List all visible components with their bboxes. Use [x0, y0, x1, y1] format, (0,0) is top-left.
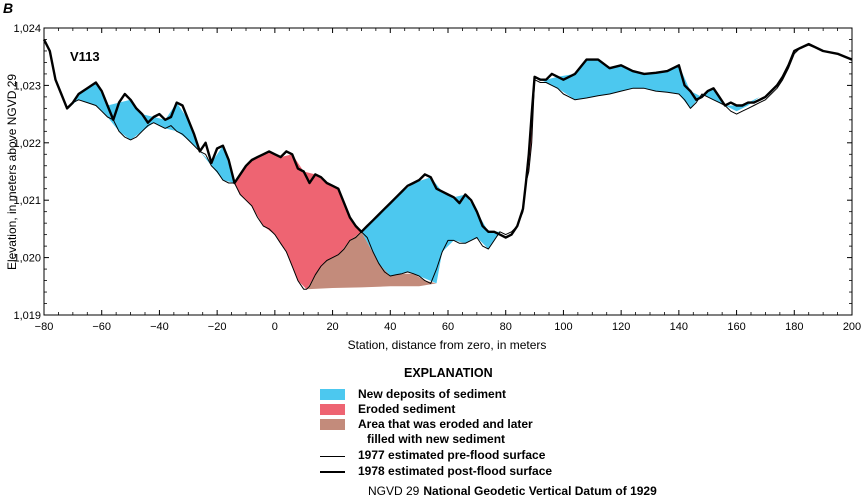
x-tick-label: 80 — [500, 321, 512, 333]
x-tick-label: 200 — [843, 321, 861, 333]
x-tick-label: 0 — [272, 321, 278, 333]
refilled-area-1 — [306, 231, 437, 290]
panel-letter: B — [3, 0, 14, 16]
x-axis-title: Station, distance from zero, in meters — [348, 338, 547, 352]
deposit-area-2 — [361, 177, 500, 284]
thin-line-symbol — [320, 456, 345, 457]
x-tick-label: −20 — [208, 321, 227, 333]
datum-abbreviation: NGVD 29 National Geodetic Vertical Datum … — [368, 484, 657, 498]
datum-abbr-definition: National Geodetic Vertical Datum of 1929 — [423, 484, 657, 498]
plot-border — [43, 27, 853, 316]
eroded-swatch — [320, 404, 345, 415]
x-tick-label: 160 — [727, 321, 745, 333]
explanation-title: EXPLANATION — [404, 366, 493, 380]
surface-lines — [42, 38, 853, 290]
deposit-area-3 — [534, 59, 760, 112]
x-tick-label: 100 — [554, 321, 572, 333]
legend-label-refilled-line2: filled with new sediment — [367, 432, 506, 446]
sediment-areas — [67, 59, 760, 290]
x-tick-label: 20 — [326, 321, 338, 333]
x-tick-label: 180 — [785, 321, 803, 333]
y-tick-label: 1,023 — [13, 80, 41, 92]
y-axis: 1,019 1,020 1,021 1,022 1,023 1,024 — [13, 23, 852, 322]
legend-label-post-flood: 1978 estimated post-flood surface — [358, 464, 553, 478]
y-tick-label: 1,022 — [13, 138, 41, 150]
deposit-swatch — [320, 389, 345, 400]
x-tick-label: 40 — [384, 321, 396, 333]
legend-label-eroded: Eroded sediment — [358, 402, 456, 416]
x-tick-label: 120 — [612, 321, 630, 333]
legend-label-pre-flood: 1977 estimated pre-flood surface — [358, 448, 546, 462]
y-tick-label: 1,021 — [13, 195, 41, 207]
refilled-swatch — [320, 419, 345, 430]
legend-label-refilled-line1: Area that was eroded and later — [358, 417, 533, 431]
eroded-area-1 — [234, 151, 362, 290]
x-tick-label: −40 — [150, 321, 169, 333]
y-tick-label: 1,024 — [13, 23, 41, 35]
post-flood-surface-line — [42, 38, 853, 239]
pre-flood-surface-line — [43, 39, 853, 290]
x-tick-label: 140 — [670, 321, 688, 333]
y-tick-label: 1,020 — [13, 253, 41, 265]
legend-label-new-deposits: New deposits of sediment — [358, 387, 507, 401]
y-axis-title: Elevation, in meters above NGVD 29 — [5, 74, 19, 270]
deposit-area-1 — [67, 82, 235, 183]
site-label: V113 — [70, 49, 100, 64]
cross-section-chart: −80 −60 −40 −20 0 20 40 60 80 100 120 140 160 180 200 … — [5, 23, 861, 352]
datum-abbr-term: NGVD 29 — [368, 484, 420, 498]
x-tick-label: 60 — [442, 321, 454, 333]
x-axis: −80 −60 −40 −20 0 20 40 60 80 100 120 140 160 180 200 — [35, 28, 861, 333]
x-tick-label: −60 — [92, 321, 111, 333]
thick-line-symbol — [320, 471, 345, 473]
y-tick-label: 1,019 — [13, 310, 41, 322]
x-tick-label: −80 — [35, 321, 54, 333]
plot-frame — [43, 27, 853, 316]
